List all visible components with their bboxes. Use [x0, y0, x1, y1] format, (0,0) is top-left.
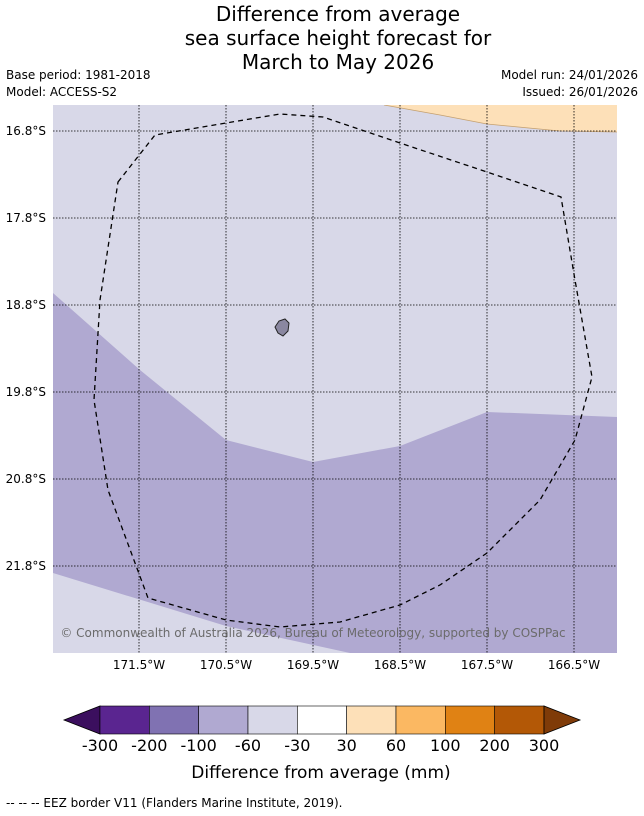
colorbar-segment — [445, 705, 495, 735]
lon-label: 170.5°W — [200, 658, 252, 672]
colorbar-tick-label: 200 — [479, 736, 510, 755]
lat-label: 17.8°S — [6, 211, 46, 225]
latitude-labels: 16.8°S 17.8°S 18.8°S 19.8°S 20.8°S 21.8°… — [6, 124, 46, 573]
lat-label: 18.8°S — [6, 298, 46, 312]
chart-title: Difference from average sea surface heig… — [0, 2, 644, 74]
lon-label: 167.5°W — [461, 658, 513, 672]
colorbar-segment — [99, 705, 150, 735]
map-credit: © Commonwealth of Australia 2026, Bureau… — [60, 626, 565, 640]
map-panel: © Commonwealth of Australia 2026, Bureau… — [6, 105, 617, 672]
colorbar-extend-high — [543, 705, 582, 735]
colorbar-tick-label: 30 — [336, 736, 356, 755]
island-shape — [274, 318, 290, 337]
region-30-to-60 — [384, 105, 617, 132]
colorbar-segments — [62, 705, 582, 735]
lon-label: 171.5°W — [113, 658, 165, 672]
colorbar-tick-label: 100 — [430, 736, 461, 755]
colorbar-tick-label: -100 — [181, 736, 217, 755]
graticule — [53, 105, 617, 653]
longitude-labels: 171.5°W 170.5°W 169.5°W 168.5°W 167.5°W … — [113, 658, 600, 672]
colorbar-segment — [395, 705, 446, 735]
colorbar-segment — [346, 705, 397, 735]
lat-label: 16.8°S — [6, 124, 46, 138]
colorbar-segment — [149, 705, 199, 735]
lat-label: 21.8°S — [6, 559, 46, 573]
colorbar-extend-low — [62, 705, 101, 735]
colorbar-segment — [247, 705, 298, 735]
colorbar-title: Difference from average (mm) — [191, 763, 450, 783]
colorbar-tick-label: -200 — [131, 736, 167, 755]
eez-border — [93, 113, 593, 628]
colorbar-tick-label: -300 — [82, 736, 118, 755]
colorbar-tick-label: -30 — [284, 736, 310, 755]
metadata-left: Base period: 1981-2018 Model: ACCESS-S2 — [6, 67, 151, 101]
colorbar-segment — [297, 705, 347, 735]
colorbar-tick-label: 300 — [529, 736, 560, 755]
colorbar-ticks: -300 -200 -100 -60 -30 30 60 100 200 300 — [82, 736, 559, 755]
lon-label: 168.5°W — [374, 658, 426, 672]
title-line-1: Difference from average — [215, 2, 461, 26]
model-run-text: Model run: 24/01/2026 — [500, 68, 638, 82]
title-line-3: March to May 2026 — [241, 50, 435, 74]
colorbar-segment — [494, 705, 545, 735]
lon-label: 166.5°W — [548, 658, 600, 672]
colorbar-tick-label: -60 — [235, 736, 261, 755]
colorbar: -300 -200 -100 -60 -30 30 60 100 200 300 Differen… — [62, 705, 582, 783]
lon-label: 169.5°W — [287, 658, 339, 672]
map-field — [53, 105, 617, 653]
metadata-right: Model run: 24/01/2026 Issued: 26/01/2026 — [501, 67, 638, 101]
model-text: Model: ACCESS-S2 — [6, 85, 118, 99]
issued-text: Issued: 26/01/2026 — [522, 85, 638, 99]
lat-label: 20.8°S — [6, 472, 46, 486]
base-period-text: Base period: 1981-2018 — [6, 68, 151, 82]
title-line-2: sea surface height forecast for — [184, 26, 492, 50]
eez-footnote: -- -- -- EEZ border V11 (Flanders Marine… — [6, 796, 343, 810]
region-minus100-to-minus60 — [53, 293, 617, 653]
colorbar-tick-label: 60 — [386, 736, 406, 755]
colorbar-segment — [198, 705, 249, 735]
lat-label: 19.8°S — [6, 385, 46, 399]
